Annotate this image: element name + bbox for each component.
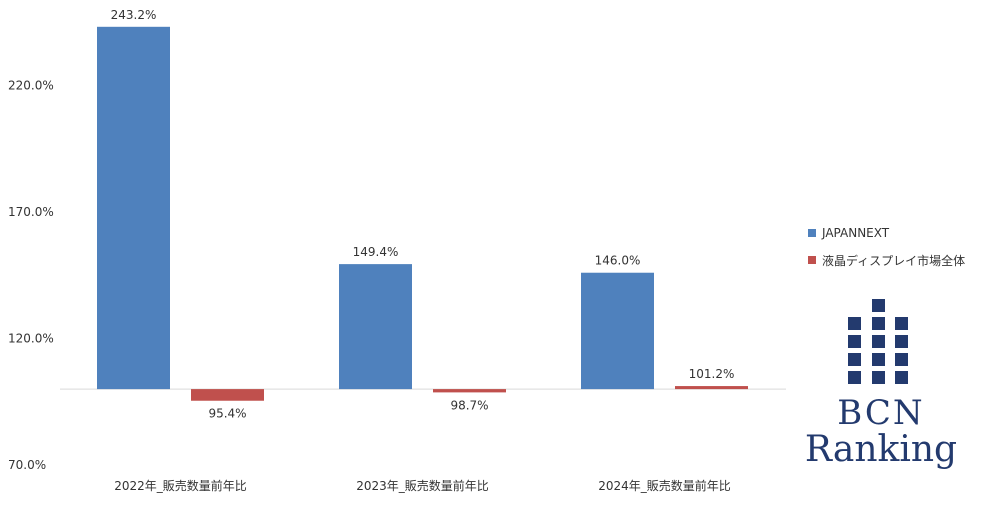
bar-s0-c1 bbox=[339, 264, 412, 390]
y-tick-label-3: 220.0% bbox=[8, 79, 54, 93]
data-label-s1-c1: 98.7% bbox=[450, 398, 488, 412]
x-category-label-2: 2024年_販売数量前年比 bbox=[598, 478, 731, 493]
data-label-s1-c0: 95.4% bbox=[208, 407, 246, 421]
x-category-label-1: 2023年_販売数量前年比 bbox=[356, 478, 489, 493]
bar-s0-c2 bbox=[581, 272, 654, 390]
data-label-s1-c2: 101.2% bbox=[689, 367, 735, 381]
data-label-s0-c2: 146.0% bbox=[595, 254, 641, 268]
bar-s0-c0 bbox=[97, 26, 170, 390]
bcn-building-icon bbox=[848, 299, 908, 384]
legend-item-japannext: JAPANNEXT bbox=[808, 226, 965, 240]
bar-s1-c0 bbox=[191, 389, 264, 401]
x-category-label-0: 2022年_販売数量前年比 bbox=[114, 478, 247, 493]
logo-text-bcn: BCN bbox=[837, 393, 925, 433]
bar-s1-c1 bbox=[433, 389, 506, 393]
logo-text-ranking: Ranking bbox=[804, 429, 958, 470]
legend-swatch-market bbox=[808, 256, 816, 264]
y-tick-label-0: 70.0% bbox=[8, 458, 46, 472]
legend-label-market: 液晶ディスプレイ市場全体 bbox=[822, 253, 966, 268]
data-label-s0-c1: 149.4% bbox=[353, 245, 399, 259]
bcn-ranking-logo: BCN Ranking bbox=[796, 296, 966, 486]
legend-swatch-japannext bbox=[808, 229, 816, 237]
legend-label-japannext: JAPANNEXT bbox=[822, 226, 890, 240]
data-label-s0-c0: 243.2% bbox=[111, 8, 157, 22]
y-tick-label-1: 120.0% bbox=[8, 332, 54, 346]
bar-s1-c2 bbox=[675, 386, 748, 390]
legend-item-market: 液晶ディスプレイ市場全体 bbox=[808, 253, 966, 268]
y-tick-label-2: 170.0% bbox=[8, 205, 54, 219]
chart-legend: JAPANNEXT 液晶ディスプレイ市場全体 bbox=[808, 226, 965, 280]
